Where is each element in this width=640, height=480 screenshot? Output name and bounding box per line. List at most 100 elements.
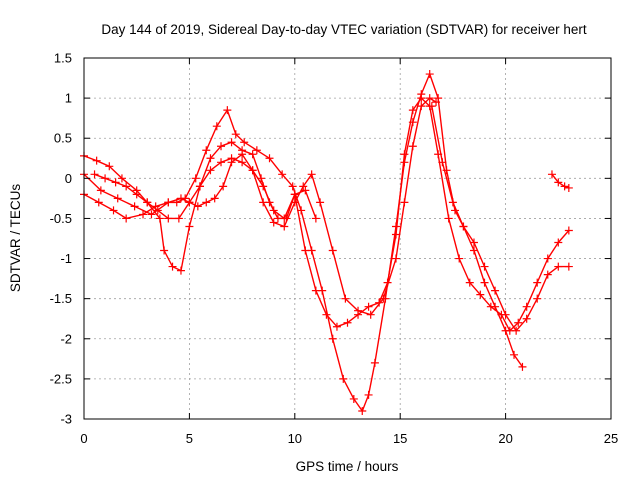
data-point: [217, 142, 226, 151]
data-point: [554, 238, 563, 247]
data-point: [217, 158, 226, 167]
x-tick-label: 20: [498, 431, 512, 446]
data-series-layer: [80, 70, 573, 415]
data-point: [122, 214, 131, 223]
y-tick-label: 1: [65, 91, 72, 106]
data-point: [400, 150, 409, 159]
data-point: [379, 294, 388, 303]
data-point: [366, 310, 375, 319]
axis-ticks: 0 5 10 15 20 25 1.5 1 0.5 0 -0.5 -1 -1.5 -2 -2.5 -3: [50, 51, 619, 447]
data-point: [132, 190, 141, 199]
data-point: [554, 178, 563, 187]
data-point: [408, 106, 417, 115]
data-point: [311, 286, 320, 295]
x-tick-label: 0: [80, 431, 87, 446]
y-tick-label: -1: [60, 251, 72, 266]
data-point: [223, 106, 232, 115]
series-line: [83, 97, 570, 332]
data-point: [533, 294, 542, 303]
y-axis-label: SDTVAR / TECUs: [8, 184, 23, 293]
data-point: [143, 198, 152, 207]
plot-frame: [83, 57, 612, 420]
data-point: [90, 170, 99, 179]
data-point: [341, 294, 350, 303]
y-tick-label: 1.5: [54, 51, 72, 66]
x-tick-label: 15: [393, 431, 407, 446]
data-point: [202, 146, 211, 155]
data-point: [343, 318, 352, 327]
data-point: [238, 158, 247, 167]
data-point: [105, 162, 114, 171]
data-point: [364, 390, 373, 399]
data-point: [259, 198, 268, 207]
data-point: [518, 362, 527, 371]
data-point: [480, 278, 489, 287]
data-point: [185, 222, 194, 231]
data-point: [533, 278, 542, 287]
data-point: [438, 158, 447, 167]
chart-title: Day 144 of 2019, Sidereal Day-to-day VTE…: [101, 22, 586, 37]
y-tick-label: -1.5: [50, 291, 72, 306]
series-line: [551, 173, 570, 189]
data-point: [153, 206, 162, 215]
data-point: [227, 154, 236, 163]
data-point: [164, 214, 173, 223]
grid-lines: [84, 58, 611, 419]
data-point: [400, 198, 409, 207]
data-point: [299, 182, 308, 191]
data-point: [130, 202, 139, 211]
data-point: [432, 98, 441, 107]
data-point: [117, 174, 126, 183]
data-point: [491, 286, 500, 295]
data-point: [240, 138, 249, 147]
data-series: [90, 154, 320, 223]
x-tick-label: 5: [186, 431, 193, 446]
data-point: [311, 214, 320, 223]
data-point: [560, 182, 569, 191]
data-point: [316, 198, 325, 207]
data-point: [147, 210, 156, 219]
data-series: [427, 102, 573, 335]
data-point: [328, 334, 337, 343]
data-point: [238, 150, 247, 159]
data-point: [543, 254, 552, 263]
data-point: [547, 170, 556, 179]
data-point: [231, 130, 240, 139]
data-point: [164, 198, 173, 207]
data-point: [280, 222, 289, 231]
data-point: [176, 266, 185, 275]
data-point: [427, 102, 436, 111]
data-point: [94, 198, 103, 207]
data-point: [564, 226, 573, 235]
data-point: [269, 206, 278, 215]
data-point: [522, 302, 531, 311]
data-point: [113, 194, 122, 203]
data-series: [80, 70, 527, 415]
data-point: [543, 270, 552, 279]
data-point: [512, 326, 521, 335]
data-point: [168, 262, 177, 271]
data-point: [328, 246, 337, 255]
data-point: [554, 262, 563, 271]
data-point: [486, 302, 495, 311]
data-point: [195, 182, 204, 191]
data-point: [364, 302, 373, 311]
data-point: [444, 214, 453, 223]
data-point: [111, 178, 120, 187]
data-point: [459, 222, 468, 231]
series-line: [431, 105, 569, 332]
data-point: [480, 262, 489, 271]
data-point: [269, 218, 278, 227]
data-point: [301, 246, 310, 255]
data-point: [174, 214, 183, 223]
data-series: [80, 94, 573, 335]
x-tick-label: 25: [604, 431, 618, 446]
y-tick-label: -2: [60, 331, 72, 346]
data-point: [259, 182, 268, 191]
data-point: [354, 306, 363, 315]
data-point: [358, 406, 367, 415]
data-point: [210, 194, 219, 203]
data-point: [322, 310, 331, 319]
data-point: [265, 154, 274, 163]
